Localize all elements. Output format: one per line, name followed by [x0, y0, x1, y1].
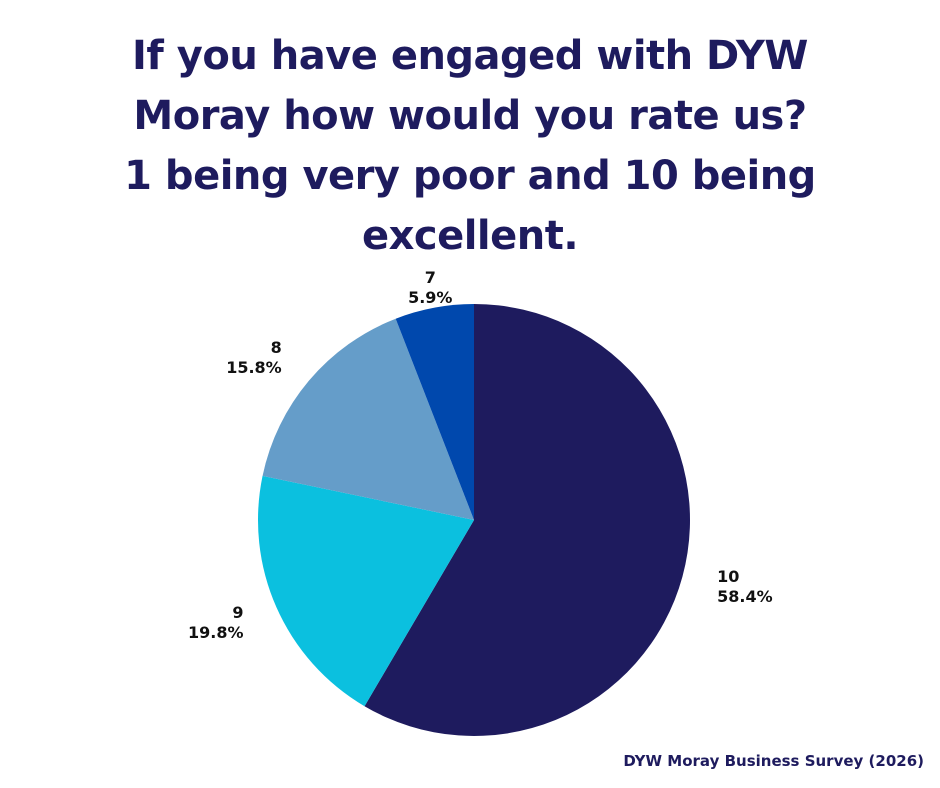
slice-label-7: 7 5.9%: [408, 268, 452, 307]
slice-label-8: 8 15.8%: [226, 338, 282, 377]
source-note: DYW Moray Business Survey (2026): [623, 752, 924, 770]
pie-slice-9: [258, 475, 474, 707]
slice-label-9: 9 19.8%: [188, 603, 244, 642]
slice-label-10: 10 58.4%: [717, 567, 773, 606]
pie-slice-10: [364, 304, 690, 736]
title-line-4: excellent.: [361, 213, 579, 259]
pie-slice-8: [262, 318, 474, 520]
pie-slice-7: [395, 304, 474, 520]
title-line-3: 1 being very poor and 10 being: [124, 153, 816, 199]
title-line-2: Moray how would you rate us?: [133, 93, 807, 139]
title-line-1: If you have engaged with DYW: [132, 33, 808, 79]
chart-title: If you have engaged with DYW Moray how w…: [0, 26, 940, 266]
